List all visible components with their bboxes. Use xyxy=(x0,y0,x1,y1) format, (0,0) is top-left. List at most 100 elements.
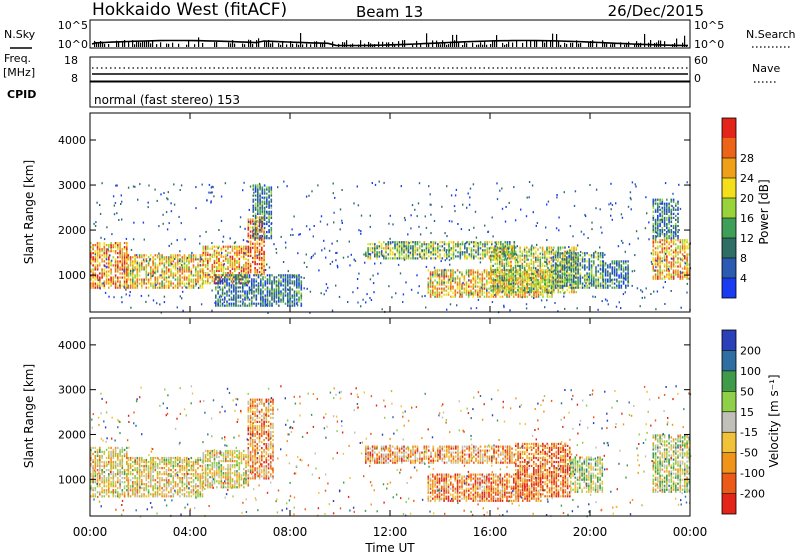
echo-cell xyxy=(132,266,134,269)
echo-cell xyxy=(625,274,627,277)
echo-cell xyxy=(221,286,224,289)
echo-cell xyxy=(490,272,492,276)
echo-cell xyxy=(123,256,126,259)
echo-cell xyxy=(108,280,110,283)
echo-cell xyxy=(255,290,258,293)
echo-cell xyxy=(261,226,263,229)
echo-cell xyxy=(176,306,178,309)
echo-cell xyxy=(289,290,291,293)
echo-cell xyxy=(627,270,629,273)
echo-cell xyxy=(341,189,343,191)
echo-cell xyxy=(90,270,92,273)
echo-cell xyxy=(145,274,148,277)
echo-cell xyxy=(127,274,130,277)
echo-cell xyxy=(526,256,528,259)
echo-cell xyxy=(688,243,691,246)
echo-cell xyxy=(182,309,184,312)
echo-cell xyxy=(254,248,256,251)
echo-cell xyxy=(227,272,229,275)
echo-cell xyxy=(657,216,659,219)
echo-cell xyxy=(455,255,457,258)
echo-cell xyxy=(481,271,484,274)
echo-cell xyxy=(484,253,486,256)
echo-cell xyxy=(572,276,575,279)
nsky-bar xyxy=(614,43,616,47)
echo-cell xyxy=(441,269,443,272)
echo-cell xyxy=(231,245,234,248)
echo-cell xyxy=(488,277,490,280)
echo-cell xyxy=(266,237,268,240)
echo-cell xyxy=(243,269,245,273)
echo-cell xyxy=(535,274,537,278)
echo-cell xyxy=(528,262,530,265)
echo-cell xyxy=(652,257,655,260)
nsearch-tick-low: 10^0 xyxy=(694,38,724,51)
echo-cell xyxy=(575,248,578,251)
echo-cell xyxy=(670,210,673,213)
echo-cell xyxy=(116,212,118,215)
echo-cell xyxy=(289,302,291,305)
echo-cell xyxy=(512,252,515,255)
echo-cell xyxy=(292,274,295,277)
echo-cell xyxy=(670,231,673,234)
echo-cell xyxy=(263,192,266,195)
echo-cell xyxy=(200,303,203,306)
echo-cell xyxy=(147,274,149,277)
echo-cell xyxy=(491,301,494,303)
echo-cell xyxy=(398,249,401,252)
echo-cell xyxy=(464,257,466,260)
echo-cell xyxy=(541,248,544,251)
echo-cell xyxy=(654,273,657,276)
echo-cell xyxy=(222,267,225,271)
echo-cell xyxy=(108,262,110,265)
echo-cell xyxy=(263,267,265,270)
echo-cell xyxy=(383,181,385,184)
echo-cell xyxy=(293,304,296,307)
echo-cell xyxy=(278,294,280,297)
echo-cell xyxy=(282,296,285,299)
echo-cell xyxy=(126,282,128,285)
echo-cell xyxy=(663,233,666,236)
echo-cell xyxy=(204,245,207,248)
echo-cell xyxy=(504,253,507,256)
echo-cell xyxy=(108,295,110,298)
nsky-bar xyxy=(446,44,448,47)
echo-cell xyxy=(590,278,593,281)
echo-cell xyxy=(405,241,408,244)
echo-cell xyxy=(512,248,515,251)
echo-cell xyxy=(652,216,655,219)
echo-cell xyxy=(620,239,623,242)
echo-cell xyxy=(127,256,130,259)
echo-cell xyxy=(215,282,217,285)
echo-cell xyxy=(512,256,515,259)
nsky-bar xyxy=(438,43,440,47)
echo-cell xyxy=(541,264,544,267)
echo-cell xyxy=(237,286,240,289)
echo-cell xyxy=(225,276,227,279)
echo-cell xyxy=(445,251,447,254)
echo-cell xyxy=(278,280,280,283)
echo-cell xyxy=(263,212,266,215)
echo-cell xyxy=(590,260,593,263)
echo-cell xyxy=(492,281,495,284)
echo-cell xyxy=(129,256,132,259)
echo-cell xyxy=(264,280,267,283)
echo-cell xyxy=(161,282,163,285)
echo-cell xyxy=(561,272,564,275)
echo-cell xyxy=(508,289,510,292)
echo-cell xyxy=(465,293,468,296)
echo-cell xyxy=(555,227,558,230)
echo-cell xyxy=(602,274,604,277)
echo-cell xyxy=(132,270,134,273)
echo-cell xyxy=(163,301,166,304)
echo-cell xyxy=(564,307,566,310)
echo-cell xyxy=(101,272,103,275)
echo-cell xyxy=(233,304,235,307)
echo-cell xyxy=(224,182,227,185)
echo-cell xyxy=(652,224,655,228)
echo-cell xyxy=(291,282,294,285)
echo-cell xyxy=(663,216,666,219)
echo-cell xyxy=(211,289,213,292)
echo-cell xyxy=(239,294,242,297)
echo-cell xyxy=(537,268,539,271)
